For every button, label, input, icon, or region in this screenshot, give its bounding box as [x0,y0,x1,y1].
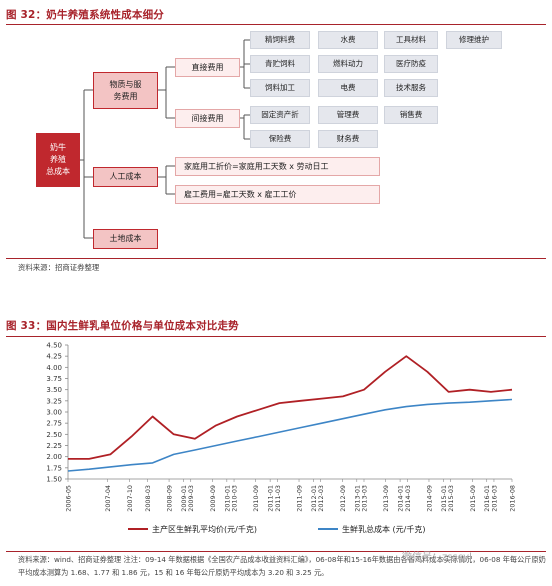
x-tick-label: 2015-09 [469,485,477,512]
direct-item-feed-processing: 饲料加工 [250,79,310,97]
x-tick-label: 2016-03 [490,485,498,512]
x-tick-label: 2011-01 [267,485,275,512]
indirect-item-management-fee: 管理费 [318,106,378,124]
legend-label: 主产区生鲜乳平均价(元/千克) [152,524,257,534]
y-tick-label: 3.50 [46,386,62,394]
y-tick-label: 3.25 [46,397,62,405]
x-tick-label: 2009-01 [180,485,188,512]
x-tick-label: 2007-04 [104,485,112,512]
direct-item-repair-maintenance: 修理维护 [446,31,502,49]
y-tick-label: 2.25 [46,442,62,450]
x-tick-label: 2009-09 [209,485,217,512]
y-tick-label: 3.00 [46,409,62,417]
chart-legend: 主产区生鲜乳平均价(元/千克) 生鲜乳总成本 (元/千克) [128,524,425,534]
figure33-source-note: 资料来源：wind、招商证券整理 注注：09-14 年数据根据《全国农产品成本收… [18,555,546,577]
x-tick-label: 2010-03 [231,485,239,512]
x-tick-label: 2010-09 [252,485,260,512]
y-tick-label: 1.50 [46,476,62,484]
x-tick-label: 2016-08 [509,485,517,512]
figure32-bottom-rule [6,258,546,259]
y-tick-label: 2.50 [46,431,62,439]
direct-item-tools-materials: 工具材料 [384,31,438,49]
figure33-bottom-rule [6,551,546,552]
y-tick-label: 4.00 [46,364,62,372]
hired-labor-formula: 雇工费用=雇工天数 x 雇工工价 [175,185,380,204]
x-tick-label: 2012-09 [339,485,347,512]
indirect-item-finance-fee: 财务费 [318,130,378,148]
indirect-item-insurance: 保险费 [250,130,310,148]
y-tick-label: 4.50 [46,342,62,350]
figure32-top-rule [6,24,546,25]
x-tick-label: 2011-09 [296,485,304,512]
figure33-title: 图 33：国内生鲜乳单位价格与单位成本对比走势 [6,320,239,332]
x-tick-label: 2008-03 [144,485,152,512]
direct-item-silage: 青贮饲料 [250,55,310,73]
material-services-node: 物质与服 务费用 [93,72,158,109]
y-tick-label: 2.00 [46,453,62,461]
labor-cost-node: 人工成本 [93,167,158,187]
family-labor-formula: 家庭用工折价=家庭用工天数 x 劳动日工 [175,157,380,176]
direct-item-water: 水费 [318,31,378,49]
direct-item-tech-services: 技术服务 [384,79,438,97]
figure32-title: 图 32：奶牛养殖系统性成本细分 [6,9,164,21]
direct-cost-node: 直接费用 [175,58,240,77]
chart-series-lines [67,355,513,472]
x-tick-label: 2007-10 [126,485,134,512]
direct-item-concentrate-feed: 精饲料费 [250,31,310,49]
x-tick-label: 2010-01 [223,485,231,512]
x-tick-label: 2012-03 [317,485,325,512]
x-tick-label: 2008-09 [166,485,174,512]
indirect-item-fixed-asset: 固定资产折 [250,106,310,124]
x-tick-label: 2012-01 [310,485,318,512]
x-tick-label: 2009-03 [187,485,195,512]
x-axis: 2006-05 2007-04 2007-10 2008-03 2008-09 2009-… [65,478,517,512]
indirect-item-sales-fee: 销售费 [384,106,438,124]
indirect-cost-node: 间接费用 [175,109,240,128]
price-cost-line-chart: 1.50 1.75 2.00 2.25 2.50 2.75 3.00 3.25 3.50 3.75… [46,342,517,535]
direct-item-medical-epidemic: 医疗防疫 [384,55,438,73]
price-series-line [68,355,513,460]
x-tick-label: 2013-01 [353,485,361,512]
wechat-watermark: 微信号：zsscyl [402,552,472,563]
land-cost-node: 土地成本 [93,229,158,249]
x-tick-label: 2014-03 [404,485,412,512]
y-tick-label: 4.25 [46,353,62,361]
total-cost-root-node: 奶牛 养殖 总成本 [36,133,80,187]
y-tick-label: 1.75 [46,464,62,472]
x-tick-label: 2006-05 [65,485,73,512]
x-tick-label: 2015-01 [440,485,448,512]
x-tick-label: 2011-03 [274,485,282,512]
x-tick-label: 2013-03 [361,485,369,512]
figure32-source: 资料来源：招商证券整理 [18,263,100,272]
figure33-top-rule [6,336,546,337]
tree-connector-lines [80,39,250,239]
x-tick-label: 2014-09 [425,485,433,512]
y-tick-label: 3.75 [46,375,62,383]
x-tick-label: 2016-01 [483,485,491,512]
x-tick-label: 2015-03 [447,485,455,512]
direct-item-fuel-power: 燃料动力 [318,55,378,73]
cost-series-line [67,398,513,472]
y-axis: 1.50 1.75 2.00 2.25 2.50 2.75 3.00 3.25 3.50 3.75… [46,342,69,484]
x-tick-label: 2013-09 [382,485,390,512]
legend-label: 生鲜乳总成本 (元/千克) [342,524,425,534]
y-tick-label: 2.75 [46,420,62,428]
x-tick-label: 2014-01 [397,485,405,512]
direct-item-electricity: 电费 [318,79,378,97]
